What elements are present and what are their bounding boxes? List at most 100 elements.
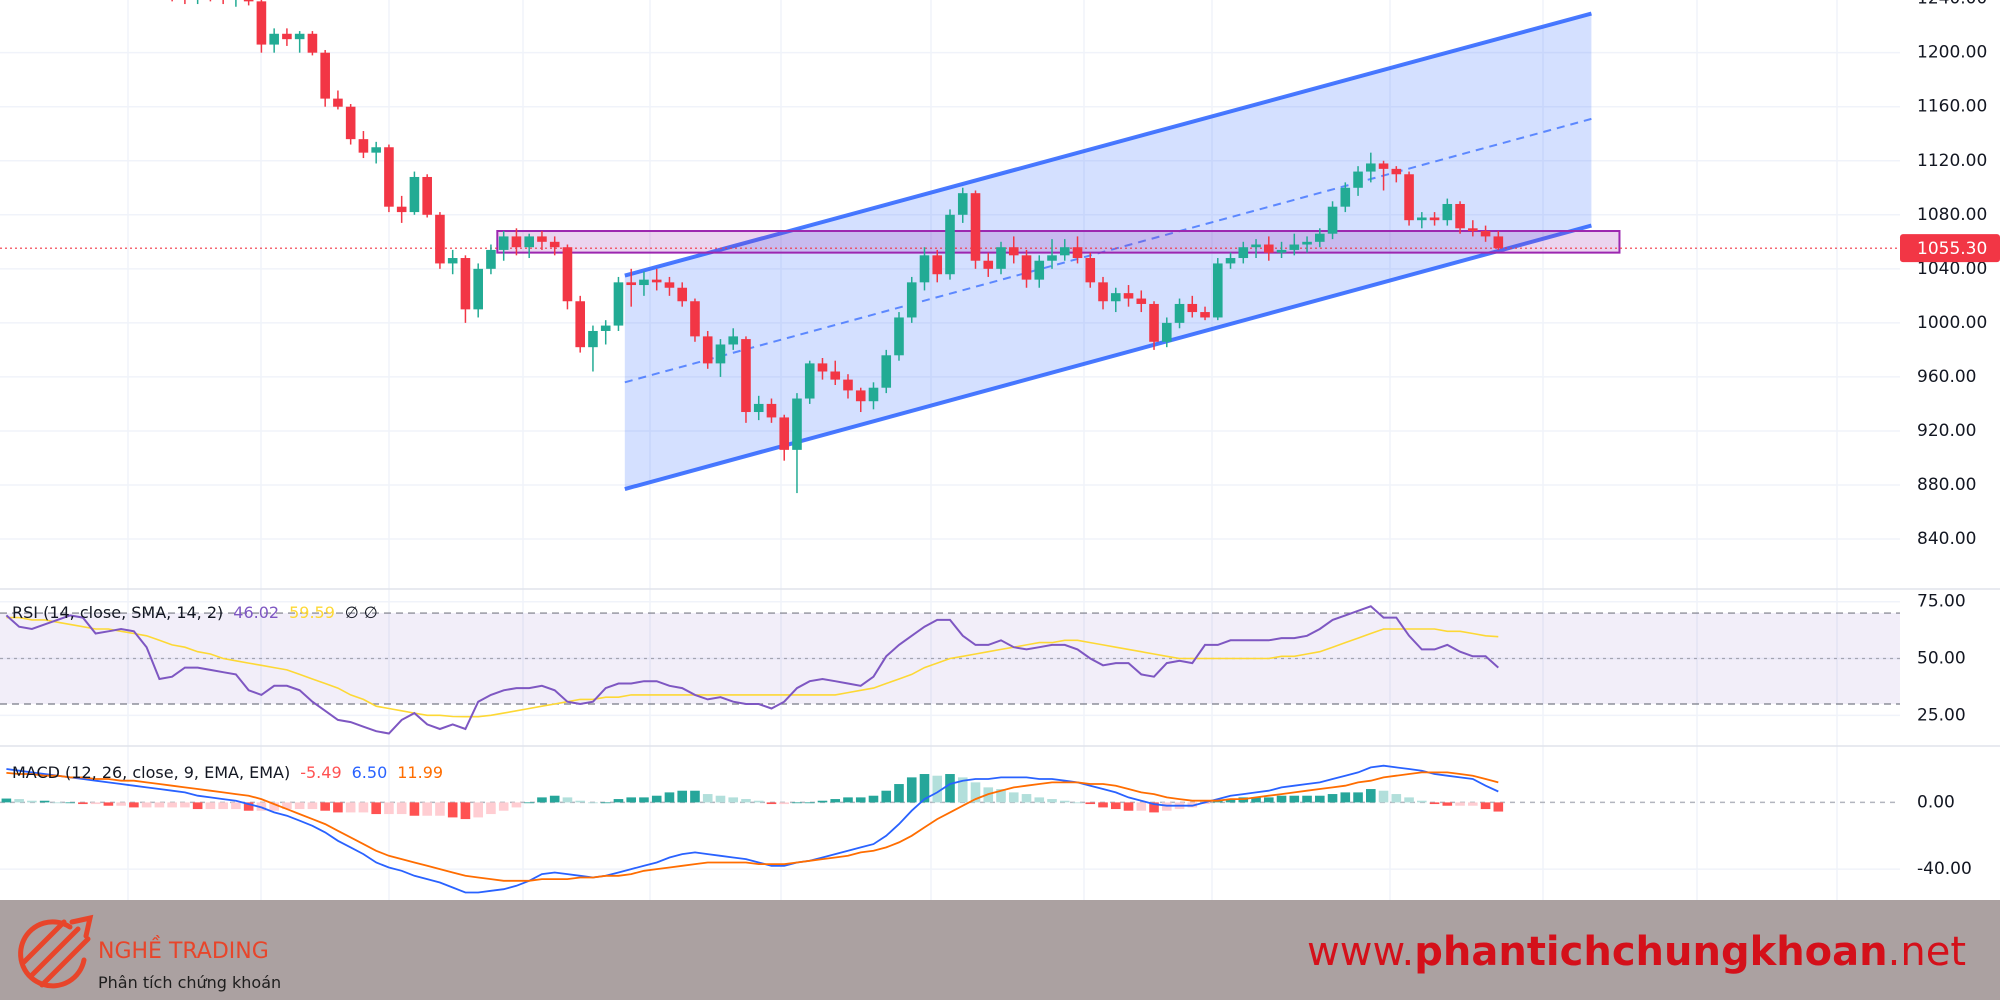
macd-line [6, 764, 1499, 894]
histogram-bar [957, 777, 968, 803]
histogram-bar [39, 800, 50, 803]
histogram-bar [192, 802, 203, 810]
histogram-bar [1404, 797, 1414, 803]
histogram-bar [855, 797, 866, 803]
histogram-bar [1059, 800, 1070, 803]
candle-body [1442, 203, 1453, 221]
histogram-bar [1136, 802, 1147, 811]
candle-body [881, 355, 892, 388]
histogram-bar [358, 802, 369, 813]
rsi-line [5, 605, 1499, 735]
candle-body [1493, 236, 1504, 249]
candle-body [792, 398, 802, 450]
candle-body [766, 403, 777, 418]
histogram-bar [103, 802, 114, 806]
histogram-bar [613, 799, 624, 803]
rsi-sma-line [6, 616, 1499, 718]
candle-body [333, 98, 343, 107]
histogram-bar [384, 802, 394, 815]
histogram-bar [728, 797, 739, 803]
histogram-bar [651, 795, 662, 803]
y-tick-label: 1200.00 [1917, 43, 1987, 63]
price-panel [0, 0, 1900, 540]
candle-body [1212, 263, 1223, 318]
candle-body [1008, 247, 1019, 256]
candle-body [1302, 241, 1312, 245]
candle-body [320, 52, 330, 99]
candle-body [779, 417, 790, 450]
histogram-bar [460, 802, 471, 820]
website-suffix: .net [1888, 929, 1966, 975]
candle-body [549, 241, 560, 248]
histogram-bar [702, 794, 713, 803]
candle-body [1123, 293, 1134, 299]
macd-title: MACD (12, 26, close, 9, EMA, EMA) [12, 763, 290, 782]
footer-background [0, 900, 2000, 1000]
histogram-bar [1493, 802, 1504, 812]
candle-body [575, 301, 586, 348]
candle-body [639, 279, 649, 286]
histogram-bar [1021, 794, 1032, 803]
candle-body [537, 236, 547, 242]
histogram-bar [817, 800, 828, 803]
candle-body [1480, 231, 1491, 237]
histogram-bar [1327, 794, 1338, 803]
histogram-bar [511, 802, 522, 808]
candle-body [473, 268, 483, 310]
candle-body [1378, 163, 1389, 169]
histogram-bar [1302, 795, 1312, 803]
histogram-bar [154, 802, 165, 808]
histogram-bar [1289, 795, 1300, 803]
candle-body [498, 236, 509, 250]
histogram-bar [447, 802, 458, 818]
histogram-bar [90, 802, 101, 805]
candle-body [728, 336, 739, 345]
histogram-bar [894, 784, 904, 803]
histogram-bar [396, 802, 407, 815]
histogram-bar [498, 802, 509, 811]
candle-body [702, 336, 713, 364]
candle-body [1059, 247, 1070, 256]
histogram-bar [205, 802, 216, 810]
histogram-bar [830, 799, 841, 803]
zone [496, 230, 1621, 254]
logo-arrow [29, 926, 81, 978]
website: www.phantichchungkhoan.net [1307, 929, 1966, 975]
y-tick-label: 1040.00 [1917, 259, 1987, 279]
y-tick-label: 1120.00 [1917, 151, 1987, 171]
histogram-bar [1480, 802, 1491, 810]
histogram-bar [65, 802, 75, 804]
candle-body [1187, 303, 1198, 313]
candle-body [1251, 244, 1261, 248]
candle-body [996, 247, 1006, 269]
histogram-bar [804, 802, 815, 804]
y-tick-label: 1000.00 [1917, 313, 1987, 333]
candle-body [970, 193, 981, 261]
histogram-bar [1251, 797, 1261, 803]
macd-panel [0, 764, 1900, 894]
histogram-bar [1468, 802, 1478, 806]
histogram-bar [473, 802, 483, 818]
candle-body [307, 33, 318, 53]
histogram-bar [1340, 792, 1351, 803]
candle-body [1149, 303, 1159, 342]
candle-body [460, 258, 471, 310]
candle-body [843, 379, 853, 391]
website-domain: phantichchungkhoan [1414, 929, 1887, 975]
histogram-bar [282, 802, 292, 810]
macd-value: 6.50 [352, 763, 388, 782]
candle-body [1072, 247, 1083, 259]
histogram-bar [919, 774, 930, 803]
candle-body [919, 255, 930, 283]
histogram-bar [243, 802, 254, 811]
candle-body [932, 255, 943, 275]
candle-body [294, 33, 305, 40]
candle-body [1366, 163, 1376, 172]
candle-body [664, 282, 675, 288]
histogram-bar [1123, 802, 1134, 811]
y-tick-label: 1240.00 [1917, 0, 1987, 9]
candle-body [1021, 255, 1032, 280]
signal-value: 11.99 [397, 763, 443, 782]
y-tick-label: 50.00 [1917, 649, 1966, 669]
histogram-bar [1455, 802, 1465, 806]
